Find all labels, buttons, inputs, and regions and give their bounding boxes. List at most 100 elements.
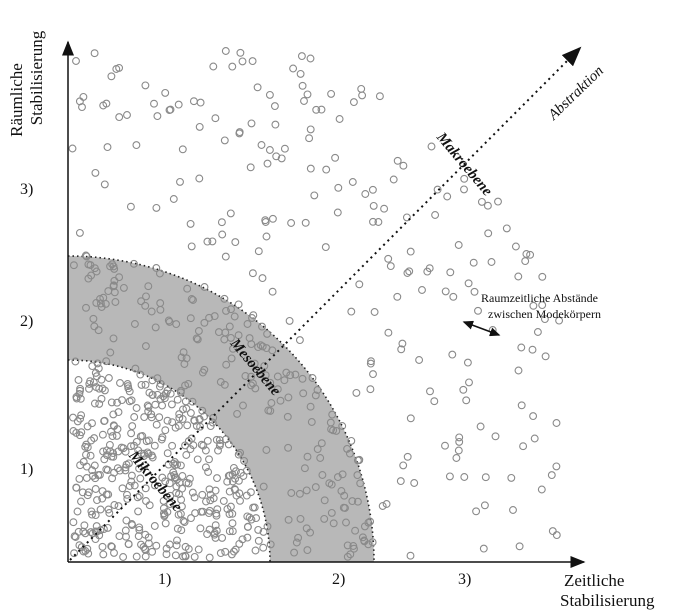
mode-point <box>190 493 199 502</box>
mode-point <box>100 180 109 189</box>
mode-point <box>95 384 104 393</box>
mode-point <box>337 487 346 495</box>
mode-point <box>171 551 180 560</box>
mode-point <box>469 258 478 267</box>
mode-point <box>90 434 99 443</box>
mode-point <box>141 81 150 90</box>
x-tick-3: 3) <box>458 571 471 588</box>
mode-point <box>119 553 128 561</box>
mode-point <box>155 413 164 422</box>
mode-point <box>191 509 200 518</box>
mode-point <box>151 400 160 409</box>
mode-point <box>306 164 315 173</box>
mode-point <box>163 416 172 425</box>
mode-point <box>349 98 358 107</box>
mode-point <box>70 549 79 558</box>
mode-point <box>198 368 207 377</box>
mode-point <box>403 452 412 461</box>
mode-point <box>220 136 229 145</box>
mode-point <box>251 546 260 555</box>
mode-point <box>228 527 237 536</box>
mode-point <box>353 456 362 465</box>
mode-point <box>242 491 251 500</box>
mode-point <box>348 497 357 506</box>
mode-point <box>514 272 523 281</box>
mode-point <box>145 501 154 510</box>
mode-point <box>226 333 235 342</box>
mode-point <box>393 156 402 165</box>
mode-point <box>254 525 263 534</box>
mode-point <box>460 473 469 481</box>
mode-point <box>480 501 489 510</box>
mode-point <box>213 505 222 514</box>
mode-point <box>123 111 131 119</box>
mode-point <box>268 346 277 355</box>
mode-point <box>86 528 95 537</box>
mode-point <box>224 440 233 449</box>
mode-point <box>106 262 115 271</box>
mode-point <box>100 455 109 464</box>
mode-point <box>200 283 209 291</box>
mode-point <box>233 409 242 418</box>
mode-point <box>321 243 330 252</box>
mode-point <box>79 547 88 556</box>
mode-point <box>552 419 561 427</box>
mode-point <box>552 462 561 471</box>
mode-point <box>266 540 275 549</box>
mode-point <box>68 144 77 153</box>
mode-point <box>290 548 299 557</box>
mode-point <box>179 517 188 525</box>
mode-point <box>254 536 263 545</box>
mode-point <box>74 376 83 384</box>
mode-point <box>258 322 266 331</box>
mode-point <box>158 401 167 410</box>
mode-point <box>238 57 247 66</box>
mode-point <box>332 426 341 435</box>
mode-point <box>183 284 192 293</box>
mode-point <box>136 474 145 483</box>
mode-point <box>537 485 546 494</box>
mode-point <box>194 545 203 554</box>
mode-point <box>312 105 321 114</box>
mode-point <box>122 532 130 541</box>
mode-point <box>216 439 225 448</box>
mode-point <box>327 89 336 98</box>
mode-point <box>247 119 256 128</box>
mode-point <box>201 446 210 455</box>
mode-point <box>547 471 556 480</box>
mode-point <box>174 100 183 109</box>
mode-point <box>200 318 209 327</box>
mode-point <box>94 326 103 335</box>
mode-point <box>386 262 395 271</box>
mode-point <box>164 316 173 325</box>
mode-point <box>519 442 528 451</box>
mode-point <box>100 386 109 395</box>
mode-point <box>181 551 190 560</box>
mode-point <box>300 97 308 105</box>
mode-point <box>291 370 300 379</box>
mode-point <box>262 232 271 241</box>
mode-point <box>448 350 457 359</box>
mode-point <box>91 168 100 177</box>
mode-point <box>389 175 398 184</box>
mode-point <box>247 340 256 349</box>
macro-level-label: Makroebene <box>432 129 495 200</box>
mode-point <box>271 120 280 129</box>
mode-point <box>357 84 366 93</box>
mode-point <box>308 374 317 382</box>
mode-point <box>418 286 426 294</box>
mode-point <box>445 472 454 481</box>
mode-point <box>343 541 352 550</box>
mode-point <box>186 409 195 417</box>
mode-point <box>283 412 292 421</box>
mode-point <box>110 501 119 509</box>
mode-point <box>253 83 262 92</box>
mode-point <box>521 257 530 266</box>
mode-point <box>301 218 310 227</box>
mode-point <box>223 505 232 513</box>
mode-point <box>147 451 156 460</box>
mode-point <box>72 428 81 437</box>
mode-point <box>98 430 107 439</box>
mode-point <box>248 379 257 388</box>
mode-point <box>196 524 205 533</box>
